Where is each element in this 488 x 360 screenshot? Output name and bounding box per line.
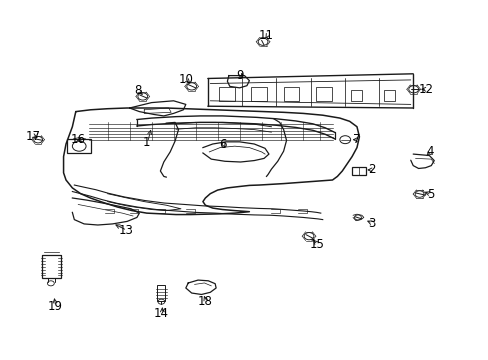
Text: 17: 17 (26, 130, 41, 143)
Text: 1: 1 (142, 136, 150, 149)
Text: 15: 15 (309, 238, 324, 251)
Bar (67, 139, 91, 153)
Bar (315, 87, 331, 101)
Text: 11: 11 (259, 29, 273, 42)
Text: 5: 5 (426, 188, 433, 201)
Text: 2: 2 (367, 163, 375, 176)
Text: 16: 16 (71, 133, 85, 146)
Text: 19: 19 (47, 300, 62, 313)
Bar (157, 285, 165, 301)
Bar (42, 255, 61, 278)
Text: 13: 13 (119, 224, 133, 237)
Bar (383, 90, 394, 101)
Bar (250, 87, 266, 101)
Bar (283, 87, 299, 101)
Text: 4: 4 (426, 145, 433, 158)
Bar (351, 167, 365, 175)
Text: 7: 7 (352, 133, 360, 146)
Text: 6: 6 (218, 138, 226, 150)
Text: 3: 3 (367, 217, 375, 230)
Text: 18: 18 (198, 295, 212, 308)
Text: 8: 8 (134, 84, 142, 97)
Bar (350, 90, 361, 101)
Text: 10: 10 (178, 73, 193, 86)
Text: 14: 14 (154, 307, 168, 320)
Text: 12: 12 (418, 83, 433, 96)
Bar (219, 87, 234, 101)
Text: 9: 9 (235, 69, 243, 82)
